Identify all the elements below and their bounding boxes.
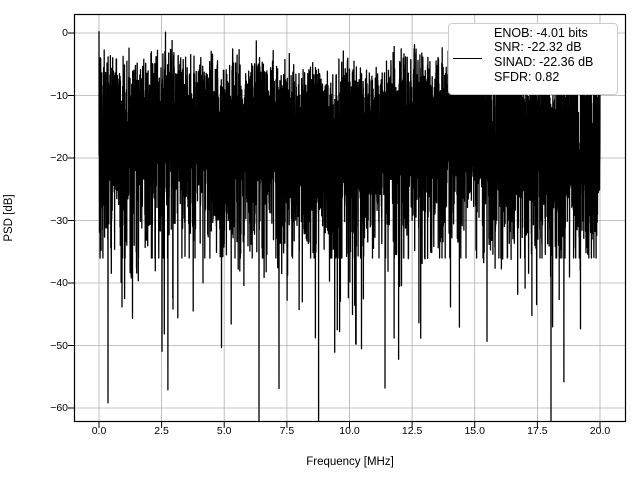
svg-text:PSD [dB]: PSD [dB] xyxy=(3,194,15,241)
